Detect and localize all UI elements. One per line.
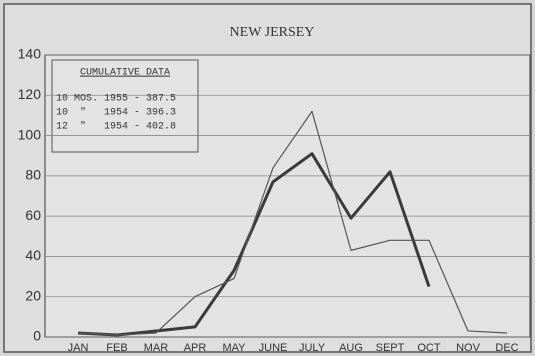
x-tick-label: AUG [339,342,363,354]
annotation-title: CUMULATIVE DATA [80,68,170,79]
chart-title: NEW JERSEY [230,25,315,40]
x-tick-label: MAR [144,342,169,354]
series-line [77,152,431,337]
x-tick-label: JUNE [259,342,288,354]
annotation-box [51,59,199,153]
y-tick-label: 20 [25,287,41,303]
y-tick-label: 80 [25,167,41,183]
y-tick-label: 60 [25,207,41,223]
y-tick-label: 100 [18,126,42,142]
annotation-line: 10 MOS. 1955 - 387.5 [56,94,176,105]
y-tick-label: 40 [25,247,41,263]
x-tick-label: NOV [456,342,481,354]
annotation-line: 10 " 1954 - 396.3 [56,107,176,119]
annotation-line: 12 " 1954 - 402.8 [56,121,176,133]
x-tick-label: OCT [417,342,441,354]
series-line [77,110,508,336]
x-tick-label: SEPT [376,342,405,354]
x-tick-label: FEB [106,342,127,354]
x-tick-label: MAY [222,342,246,354]
y-tick-label: 0 [33,328,41,344]
y-tick-label: 140 [18,46,42,62]
x-tick-label: APR [184,342,207,354]
x-tick-label: DEC [495,342,518,354]
y-tick-label: 120 [18,86,42,102]
x-tick-label: JAN [68,342,89,354]
x-tick-label: JULY [299,342,326,354]
